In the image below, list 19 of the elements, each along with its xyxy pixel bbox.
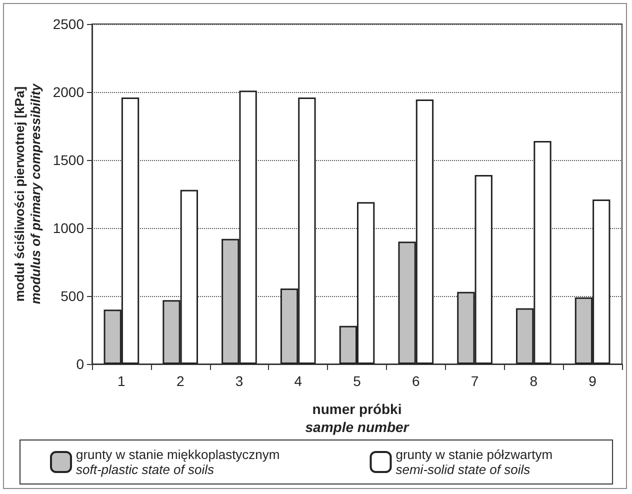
x-tick-label: 7 (470, 373, 479, 389)
y-tick-label: 2000 (52, 84, 84, 100)
legend-label: grunty w stanie miękkoplastycznym soft-plastic state of soils (76, 447, 280, 477)
x-tick-label: 9 (588, 373, 597, 389)
x-tick-label: 1 (118, 373, 126, 389)
y-tick-label: 0 (76, 356, 84, 372)
x-tick-label: 2 (176, 373, 184, 389)
y-axis-title: moduł ściśliwości pierwotnej [kPa] modulus of primary compressibility (12, 83, 43, 304)
y-tick-label: 500 (60, 288, 84, 304)
x-axis-title: numer próbki sample number (305, 401, 410, 435)
x-tick-label: 8 (530, 373, 538, 389)
x-tick-label: 5 (353, 373, 362, 389)
x-tick-label: 6 (412, 373, 420, 389)
x-tick-label: 4 (294, 373, 302, 389)
x-tick-label: 3 (235, 373, 244, 389)
y-tick-label: 1500 (52, 152, 84, 168)
y-tick-label: 1000 (52, 220, 84, 236)
y-tick-label: 2500 (52, 16, 84, 32)
legend-label: grunty w stanie półzwartym semi-solid state of soils (396, 447, 553, 477)
